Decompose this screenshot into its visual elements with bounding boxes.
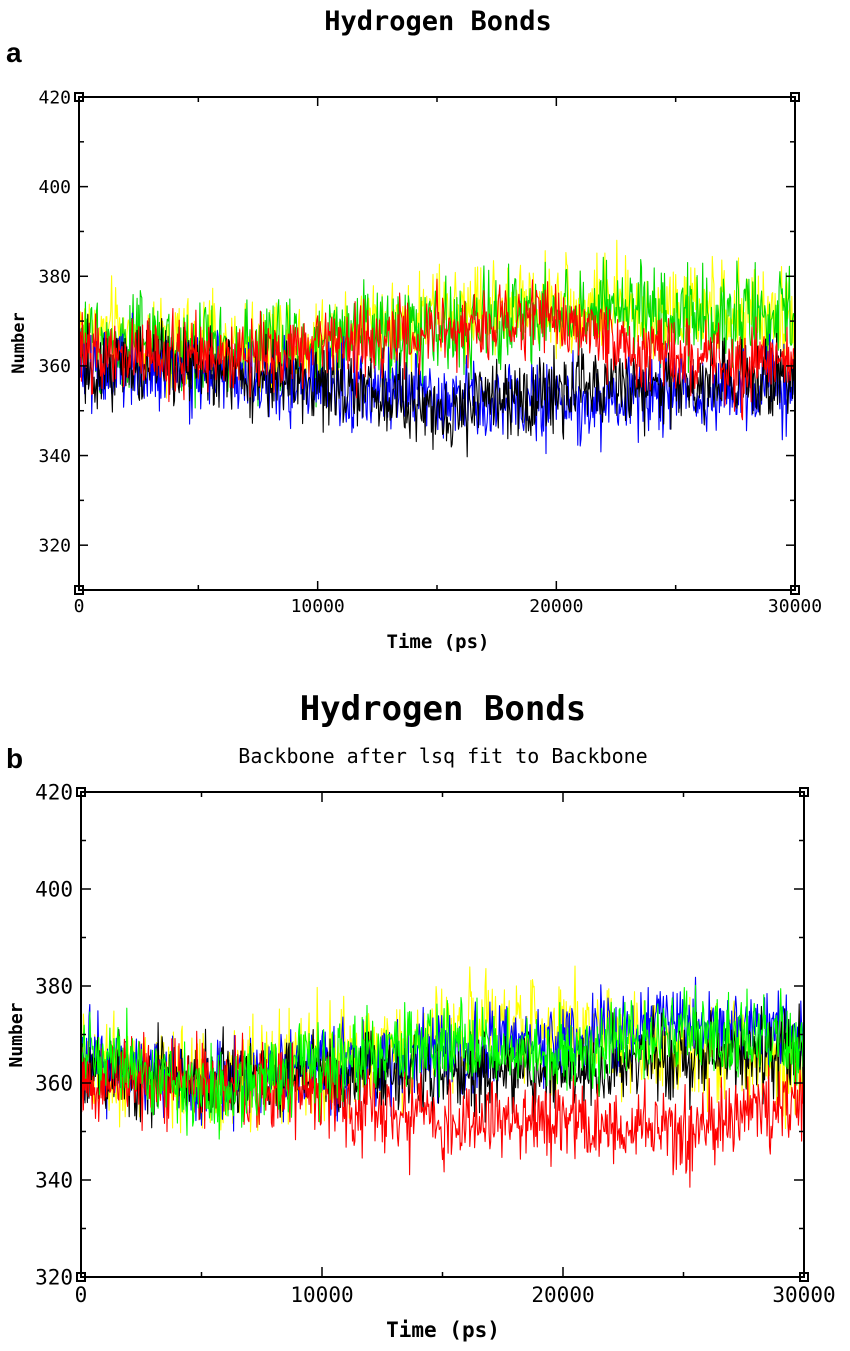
x-tick-label: 30000 <box>772 1283 835 1307</box>
y-axis-label-b: Number <box>6 1002 27 1067</box>
chart-panel-b: Hydrogen Bonds Backbone after lsq fit to… <box>6 689 836 1342</box>
chart-title-b: Hydrogen Bonds <box>300 689 587 729</box>
x-tick-label: 0 <box>75 1283 88 1307</box>
chart-subtitle-b: Backbone after lsq fit to Backbone <box>238 744 647 768</box>
plot-area-b: 0 10000 20000 30000 320 340 360 380 400 420 <box>35 780 836 1307</box>
series-line-5 <box>81 984 804 1140</box>
x-tick-label: 10000 <box>290 1283 353 1307</box>
chart-panel-a: Hydrogen Bonds a 0 10000 20000 30000 320 340 3… <box>6 6 822 653</box>
y-tick-label: 320 <box>38 535 71 556</box>
x-tick-label: 0 <box>74 596 85 617</box>
y-tick-label: 400 <box>35 877 73 901</box>
x-tick-label: 10000 <box>291 596 345 617</box>
panel-label-b: b <box>6 743 23 774</box>
chart-title-a: Hydrogen Bonds <box>324 6 552 37</box>
y-tick-label: 340 <box>38 446 71 467</box>
x-tick-label: 20000 <box>531 1283 594 1307</box>
y-tick-label: 340 <box>35 1168 73 1192</box>
y-axis-label-a: Number <box>9 312 29 373</box>
panel-label-a: a <box>6 37 22 68</box>
plot-area-a: 0 10000 20000 30000 320 340 360 380 400 420 <box>38 87 822 617</box>
y-tick-label: 360 <box>35 1071 73 1095</box>
x-tick-label: 30000 <box>768 596 822 617</box>
x-tick-label: 20000 <box>529 596 583 617</box>
series-group <box>79 239 795 458</box>
y-tick-label: 420 <box>38 87 71 108</box>
series-group <box>81 965 804 1188</box>
y-tick-label: 320 <box>35 1265 73 1289</box>
series-line-4 <box>81 1030 804 1188</box>
y-tick-label: 400 <box>38 177 71 198</box>
x-axis-label-b: Time (ps) <box>386 1318 500 1342</box>
y-tick-label: 380 <box>35 974 73 998</box>
y-tick-label: 420 <box>35 780 73 804</box>
series-line-5 <box>79 278 795 421</box>
x-axis-label-a: Time (ps) <box>387 631 490 653</box>
y-tick-label: 360 <box>38 356 71 377</box>
y-tick-label: 380 <box>38 267 71 288</box>
